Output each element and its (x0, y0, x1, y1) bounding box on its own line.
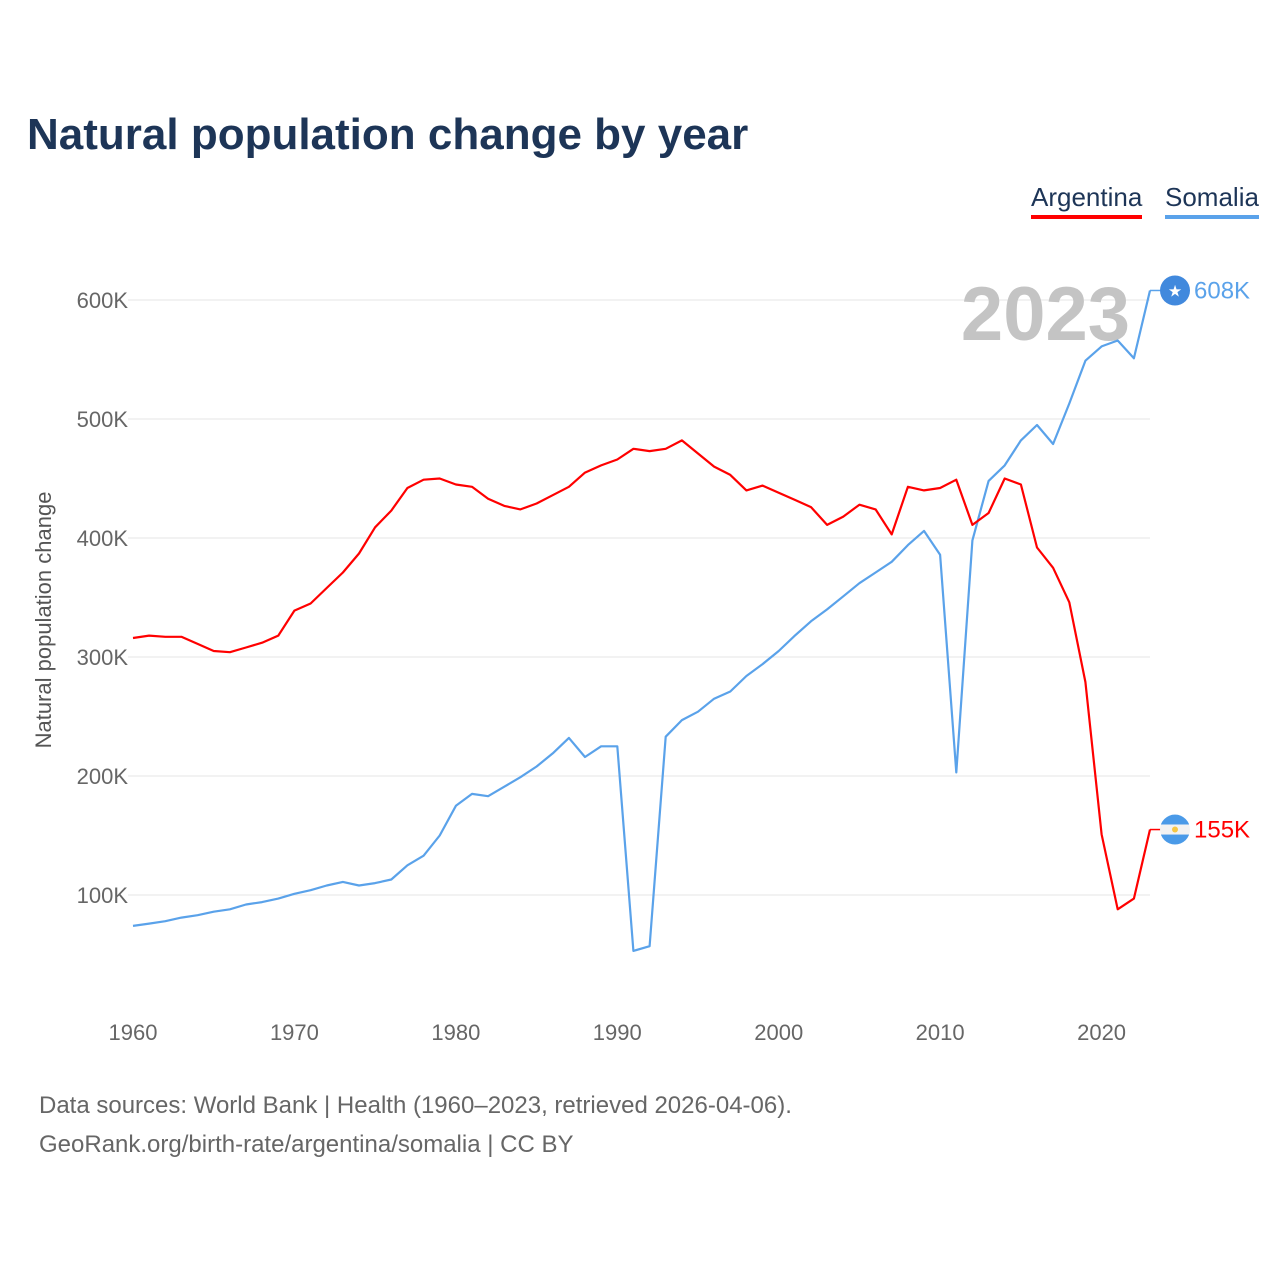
y-tick-label: 300K (77, 645, 129, 670)
x-tick-label: 1980 (431, 1020, 480, 1045)
legend-item-argentina[interactable]: Argentina (1031, 182, 1143, 219)
footer: Data sources: World Bank | Health (1960–… (39, 1086, 792, 1164)
y-tick-label: 200K (77, 764, 129, 789)
y-tick-label: 400K (77, 526, 129, 551)
x-tick-label: 2010 (916, 1020, 965, 1045)
somalia-flag-icon: ★ (1160, 275, 1190, 306)
year-watermark: 2023 (961, 272, 1130, 357)
source-text: Data sources: World Bank | Health (1960–… (39, 1092, 792, 1119)
y-axis-label: Natural population change (31, 492, 56, 749)
svg-text:★: ★ (1168, 281, 1182, 300)
x-tick-label: 1970 (270, 1020, 319, 1045)
chart-title: Natural population change by year (27, 110, 749, 159)
series-line-argentina[interactable] (132, 439, 1152, 911)
end-value-label-somalia: 608K (1194, 277, 1250, 304)
y-tick-label: 100K (77, 883, 129, 908)
legend-item-somalia[interactable]: Somalia (1165, 182, 1259, 219)
y-tick-label: 500K (77, 407, 129, 432)
attribution-link[interactable]: GeoRank.org/birth-rate/argentina/somalia… (39, 1131, 574, 1158)
series-line-somalia[interactable] (132, 290, 1152, 953)
x-tick-label: 2000 (754, 1020, 803, 1045)
x-tick-label: 1960 (109, 1020, 158, 1045)
argentina-flag-icon (1160, 814, 1190, 845)
x-tick-label: 2020 (1077, 1020, 1126, 1045)
y-tick-label: 600K (77, 288, 129, 313)
end-value-label-argentina: 155K (1194, 817, 1250, 844)
x-tick-label: 1990 (593, 1020, 642, 1045)
